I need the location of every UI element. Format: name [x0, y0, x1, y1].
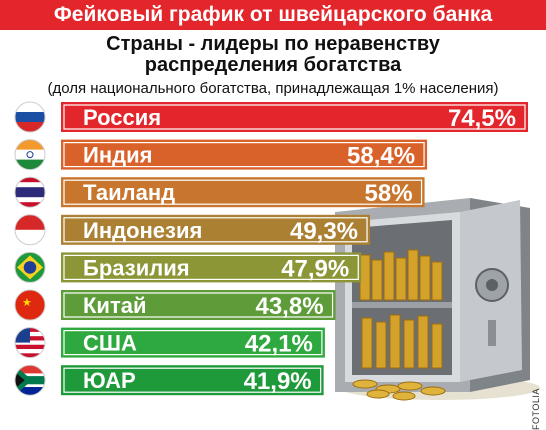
bar-3: [61, 177, 425, 208]
banner-title: Фейковый график от швейцарского банка: [0, 0, 546, 30]
value-label: 41,9%: [244, 368, 312, 395]
category-label: США: [83, 331, 137, 356]
photo-credit: FOTOLIA: [531, 388, 541, 430]
category-label: Таиланд: [83, 180, 175, 205]
value-label: 49,3%: [290, 218, 358, 245]
category-label: Индонезия: [83, 218, 202, 243]
category-label: Бразилия: [83, 255, 190, 280]
bar-8: [61, 365, 324, 396]
value-label: 74,5%: [448, 105, 516, 132]
category-label: ЮАР: [83, 368, 136, 393]
bar-7: [61, 327, 325, 358]
usa-flag-icon: [14, 327, 46, 359]
category-label: Россия: [83, 105, 161, 130]
svg-text:★: ★: [22, 296, 32, 309]
russia-flag-icon: [14, 101, 46, 133]
category-label: Китай: [83, 293, 147, 318]
value-label: 42,1%: [245, 331, 313, 358]
bar-1: [61, 102, 528, 132]
south-africa-flag-icon: [14, 364, 46, 396]
category-label: Индия: [83, 143, 152, 168]
china-flag-icon: ★: [14, 289, 46, 321]
value-label: 43,8%: [255, 293, 323, 320]
bar-2: [61, 139, 428, 170]
bar-5: [61, 252, 362, 283]
value-label: 58%: [365, 180, 413, 207]
india-flag-icon: [14, 139, 46, 171]
chart-title-line-1: Страны - лидеры по неравенству: [106, 33, 440, 55]
thailand-flag-icon: [14, 176, 46, 208]
value-label: 58,4%: [347, 143, 415, 170]
safe-illustration: [335, 198, 540, 401]
chart-subtitle: (доля национального богатства, принадлеж…: [47, 80, 499, 97]
value-label: 47,9%: [281, 255, 349, 282]
chart-title-line-2: распределения богатства: [144, 54, 402, 76]
indonesia-flag-icon: [14, 214, 46, 246]
bar-6: [61, 290, 336, 320]
chart-title: Страны - лидеры по неравенству распредел…: [0, 34, 546, 76]
bar-4: [61, 214, 371, 245]
brazil-flag-icon: [14, 251, 46, 283]
